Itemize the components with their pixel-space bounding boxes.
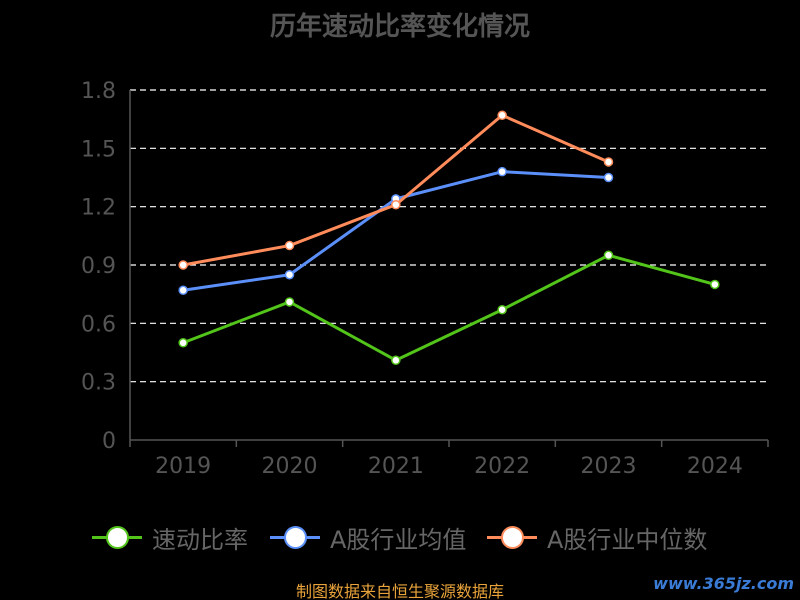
data-point-series-1 (603, 172, 614, 183)
x-tick-label: 2019 (155, 454, 211, 479)
legend-item-series-1[interactable]: A股行业均值 (270, 520, 466, 554)
legend-label-series-1: A股行业均值 (330, 525, 467, 554)
data-point-series-0 (710, 279, 720, 290)
source-note: 制图数据来自恒生聚源数据库 (295, 582, 504, 600)
chart-legend: 速动比率 A股行业均值 A股行业中位数 (0, 520, 800, 554)
legend-marker-series-1 (270, 520, 320, 554)
legend-label-series-0: 速动比率 (152, 525, 248, 554)
data-point-series-2 (391, 199, 401, 210)
data-point-series-2 (497, 110, 507, 121)
y-tick-label: 0.6 (81, 312, 116, 337)
legend-marker-series-0 (92, 520, 142, 554)
series-line-2 (182, 113, 610, 267)
data-point-series-0 (497, 304, 507, 315)
legend-item-series-0[interactable]: 速动比率 (92, 520, 248, 554)
y-tick-label: 1.8 (81, 79, 116, 104)
legend-marker-series-2 (487, 520, 537, 554)
y-tick-label: 1.5 (81, 137, 116, 162)
watermark: www.365jz.com (653, 574, 794, 593)
legend-item-series-2[interactable]: A股行业中位数 (487, 520, 707, 554)
y-tick-label: 0.3 (81, 371, 116, 396)
y-tick-label: 0 (102, 429, 116, 454)
legend-label-series-2: A股行业中位数 (547, 525, 708, 554)
data-point-series-0 (391, 355, 401, 366)
x-tick-label: 2020 (262, 454, 318, 479)
data-point-series-0 (178, 338, 188, 348)
data-point-series-2 (178, 260, 188, 270)
data-point-series-1 (284, 269, 295, 280)
x-tick-label: 2024 (687, 454, 743, 479)
chart-title: 历年速动比率变化情况 (269, 12, 530, 42)
x-tick-label: 2022 (474, 454, 530, 479)
x-tick-label: 2021 (368, 454, 424, 479)
y-tick-label: 0.9 (81, 254, 116, 279)
series-line-1 (182, 170, 609, 292)
y-tick-label: 1.2 (81, 196, 116, 221)
data-point-series-0 (603, 250, 614, 261)
x-tick-label: 2023 (581, 454, 637, 479)
data-point-series-1 (178, 285, 188, 296)
data-point-series-0 (284, 297, 295, 307)
data-point-series-1 (497, 166, 507, 177)
data-point-series-2 (284, 240, 295, 251)
data-point-series-2 (603, 157, 614, 167)
series-line-0 (182, 253, 716, 362)
